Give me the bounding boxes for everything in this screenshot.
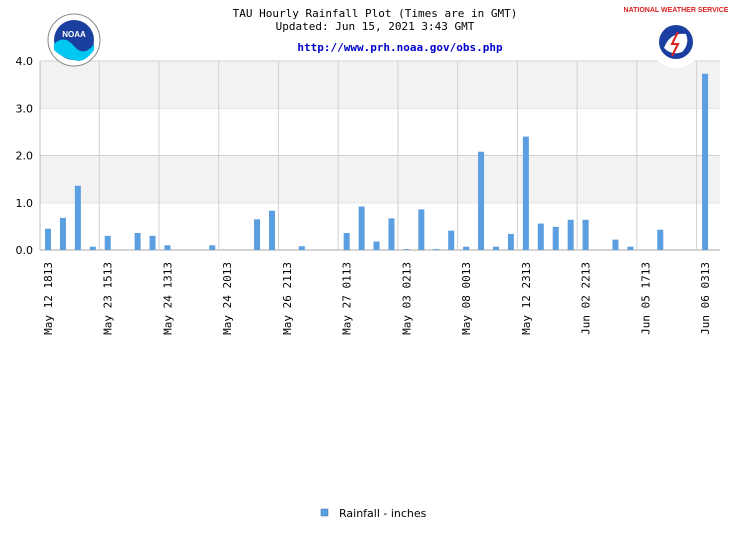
rainfall-bar xyxy=(612,239,619,250)
x-axis-ticks: May 12 1813 May 23 1513 May 24 1313 May 24 … xyxy=(42,262,712,335)
y-tick-label: 2.0 xyxy=(16,150,34,163)
y-tick-label: 3.0 xyxy=(16,102,34,115)
x-tick-label: Jun 02 2213 xyxy=(580,262,593,335)
rainfall-bar xyxy=(627,246,634,250)
plot-band xyxy=(40,61,720,109)
rainfall-bar xyxy=(507,233,514,250)
bar-series xyxy=(45,73,709,250)
rainfall-bar xyxy=(254,219,261,250)
rainfall-bar xyxy=(478,151,485,250)
rainfall-bar xyxy=(269,210,275,250)
x-tick-label: May 12 1813 xyxy=(42,262,55,335)
rainfall-bar xyxy=(702,73,709,250)
y-tick-label: 4.0 xyxy=(16,55,34,68)
rainfall-bar xyxy=(418,209,425,250)
rainfall-bar xyxy=(74,185,81,250)
rainfall-bar xyxy=(493,246,499,250)
rainfall-bar xyxy=(45,228,51,250)
rainfall-bar xyxy=(433,249,440,250)
rainfall-bar xyxy=(463,246,470,250)
obs-url-link[interactable]: http://www.prh.noaa.gov/obs.php xyxy=(297,41,503,54)
plot-band xyxy=(40,155,720,203)
x-tick-label: May 24 2013 xyxy=(221,262,234,335)
rainfall-bar xyxy=(164,245,171,250)
rainfall-bar xyxy=(522,136,529,250)
y-axis-ticks: 0.0 1.0 2.0 3.0 4.0 xyxy=(16,55,34,257)
rainfall-bar xyxy=(657,229,664,250)
rainfall-bar xyxy=(209,245,216,250)
rainfall-bar xyxy=(582,219,589,250)
rainfall-bar xyxy=(104,235,111,250)
y-tick-label: 0.0 xyxy=(16,244,34,257)
x-tick-label: May 08 0013 xyxy=(460,262,473,335)
rainfall-bar xyxy=(298,246,305,250)
rainfall-bar xyxy=(537,223,544,250)
rainfall-bar xyxy=(388,218,395,250)
rainfall-bar xyxy=(373,241,380,250)
legend-label: Rainfall - inches xyxy=(339,507,427,520)
nws-logo-text: NATIONAL WEATHER SERVICE xyxy=(624,7,729,14)
legend-swatch xyxy=(320,508,329,517)
rainfall-bar xyxy=(149,235,156,250)
legend: Rainfall - inches xyxy=(320,507,427,520)
rainfall-bar xyxy=(59,217,66,250)
x-tick-label: May 24 1313 xyxy=(161,262,174,335)
x-tick-label: Jun 06 0313 xyxy=(699,262,712,335)
plot-bands xyxy=(39,60,720,251)
rainfall-bar xyxy=(343,232,350,250)
vertical-gridlines xyxy=(98,61,698,250)
noaa-logo-text: NOAA xyxy=(62,30,86,39)
x-tick-label: May 03 0213 xyxy=(400,262,413,335)
rainfall-bar xyxy=(567,219,574,250)
rainfall-bar xyxy=(448,230,455,250)
updated-text: Updated: Jun 15, 2021 3:43 GMT xyxy=(276,20,475,33)
rainfall-bar xyxy=(89,246,96,250)
chart-title: TAU Hourly Rainfall Plot (Times are in G… xyxy=(233,7,518,20)
nws-logo: NATIONAL WEATHER SERVICE xyxy=(624,7,729,68)
rainfall-bar xyxy=(403,249,410,250)
rainfall-bar xyxy=(552,226,559,250)
y-tick-label: 1.0 xyxy=(16,197,34,210)
x-tick-label: May 12 2313 xyxy=(520,262,533,335)
x-tick-label: Jun 05 1713 xyxy=(639,262,652,335)
noaa-logo: NOAA xyxy=(47,13,101,67)
rainfall-bar xyxy=(358,206,365,250)
x-tick-label: May 23 1513 xyxy=(102,262,115,335)
rainfall-bar xyxy=(134,232,141,250)
x-tick-label: May 26 2113 xyxy=(281,262,294,335)
x-tick-label: May 27 0113 xyxy=(341,262,354,335)
